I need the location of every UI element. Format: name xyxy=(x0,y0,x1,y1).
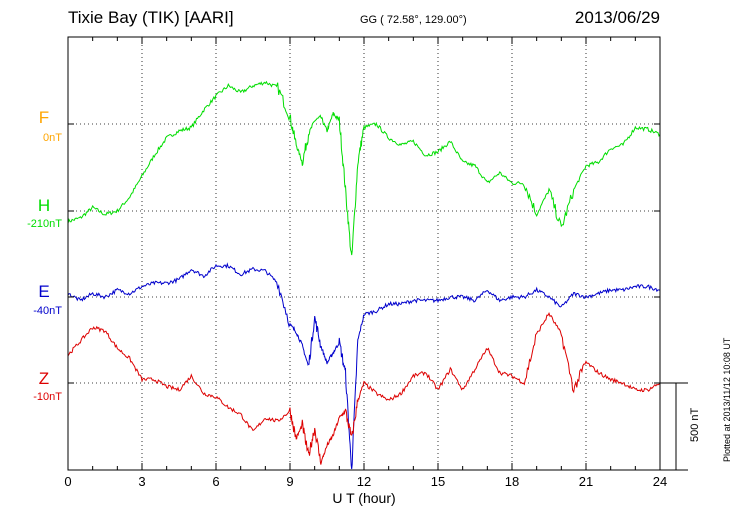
grid xyxy=(68,37,660,470)
series-line-E xyxy=(67,262,660,470)
x-axis-label: U T (hour) xyxy=(332,490,396,506)
baseline-F: 0nT xyxy=(43,132,62,144)
x-tick-label: 0 xyxy=(64,474,71,489)
series-lines xyxy=(67,80,661,470)
baseline-H: -210nT xyxy=(27,218,62,230)
label-H: H xyxy=(37,196,51,215)
baseline-E: -40nT xyxy=(33,305,62,317)
label-F: F xyxy=(38,108,50,127)
scale-bar xyxy=(660,382,688,471)
series-line-Z xyxy=(67,311,661,465)
station-title: Tixie Bay (TIK) [AARI] xyxy=(68,8,234,27)
x-ticks: 0 3 6 9 12 15 18 21 24 xyxy=(64,37,667,489)
x-tick-label: 9 xyxy=(286,474,293,489)
x-tick-label: 15 xyxy=(431,474,445,489)
x-tick-label: 18 xyxy=(505,474,519,489)
x-tick-label: 12 xyxy=(357,474,371,489)
label-Z: Z xyxy=(38,369,50,388)
geographic-coords: GG ( 72.58°, 129.00°) xyxy=(360,14,467,26)
x-tick-label: 24 xyxy=(653,474,667,489)
x-tick-label: 3 xyxy=(138,474,145,489)
plotted-timestamp: Plotted at 2013/11/12 10:08 UT xyxy=(722,337,730,462)
x-tick-label: 21 xyxy=(579,474,593,489)
label-E: E xyxy=(38,282,50,301)
x-tick-label: 6 xyxy=(212,474,219,489)
baseline-Z: -10nT xyxy=(33,391,62,403)
series-line-H xyxy=(67,80,661,256)
date-label: 2013/06/29 xyxy=(574,8,660,27)
scale-bar-label: 500 nT xyxy=(689,407,701,442)
